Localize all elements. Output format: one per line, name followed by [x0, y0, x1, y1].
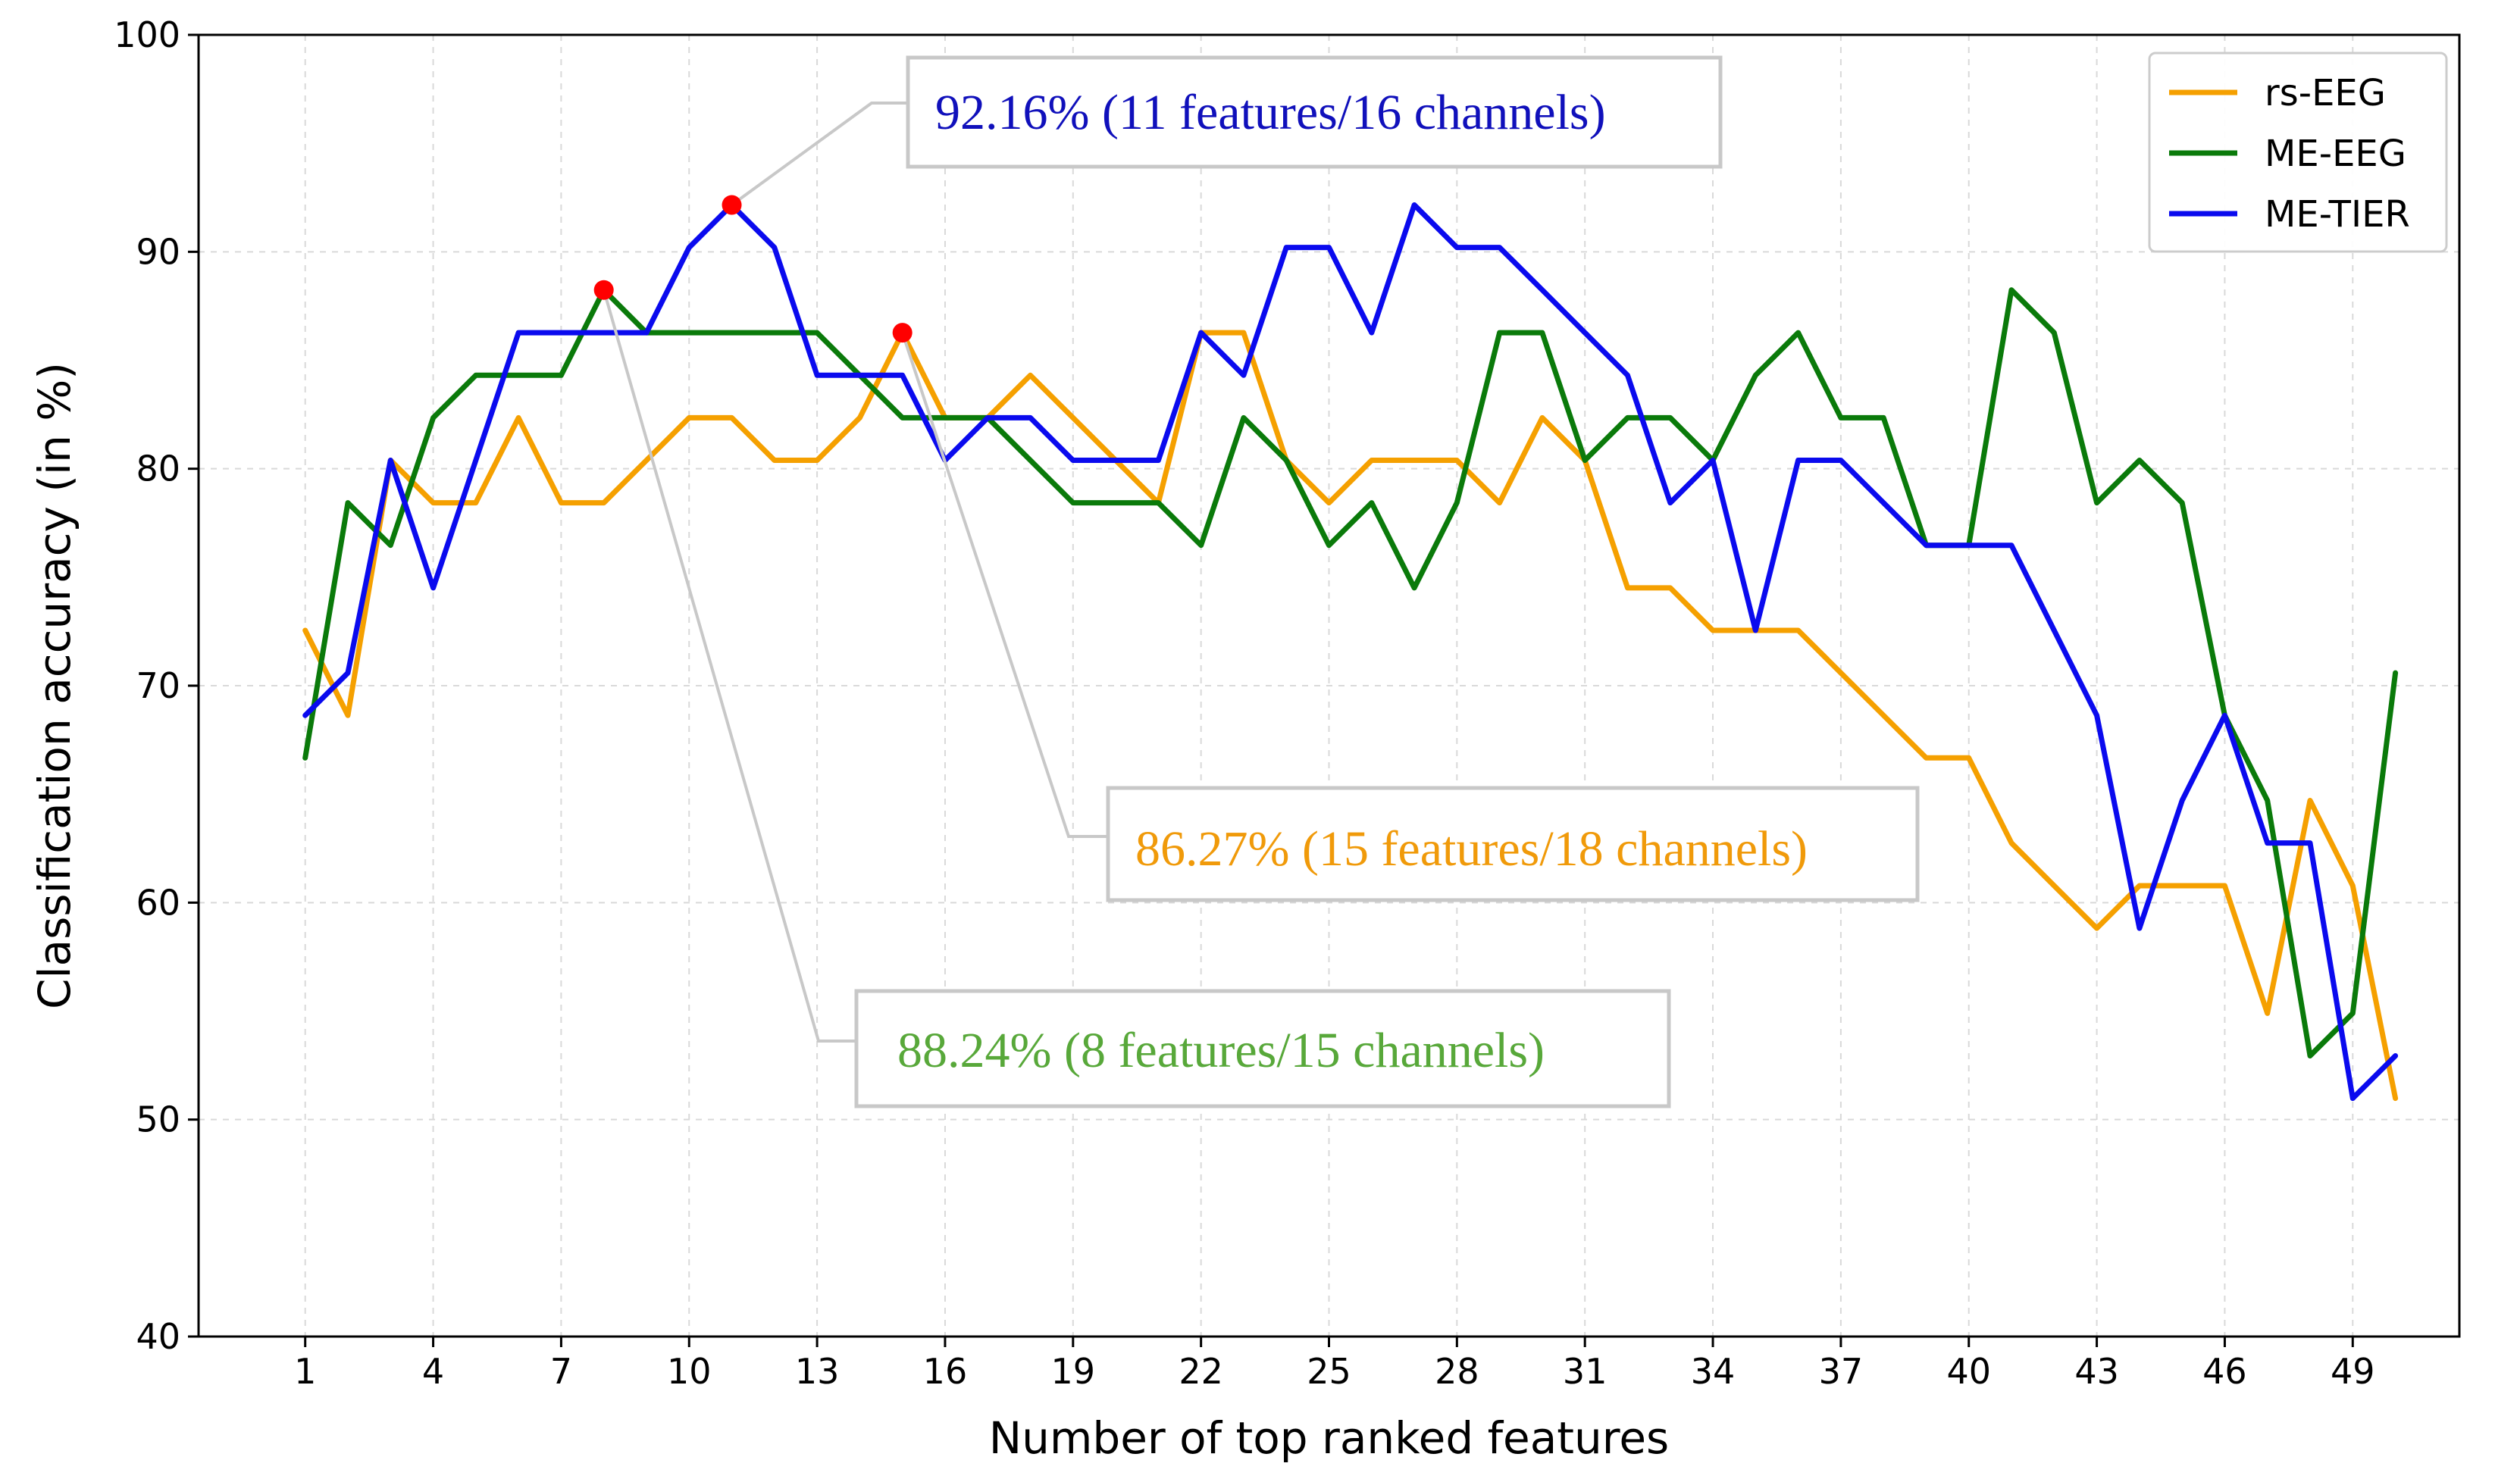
- y-tick-label: 40: [136, 1316, 180, 1357]
- legend-label-me-tier: ME-TIER: [2265, 193, 2410, 236]
- axis-ticks: 1 4 7 10 13 16 19 22 25 28 31 34 37 40 43 46 49 40 50 60 70 8…: [114, 14, 2374, 1392]
- y-tick-label: 70: [136, 665, 180, 706]
- x-tick-label: 22: [1179, 1351, 1223, 1392]
- annotation-label: 86.27% (15 features/18 channels): [1135, 821, 1808, 877]
- x-tick-label: 1: [294, 1351, 316, 1392]
- x-tick-label: 25: [1307, 1351, 1351, 1392]
- annotation-connector: [900, 332, 1108, 838]
- x-tick-label: 4: [422, 1351, 444, 1392]
- x-tick-label: 31: [1563, 1351, 1607, 1392]
- annotation-label: 92.16% (11 features/16 channels): [935, 85, 1606, 140]
- annotations: 92.16% (11 features/16 channels) 86.27% (…: [602, 55, 1920, 1108]
- x-tick-label: 16: [923, 1351, 968, 1392]
- legend-label-me-eeg: ME-EEG: [2265, 133, 2406, 175]
- series-lines: [302, 202, 2399, 1102]
- x-tick-label: 19: [1051, 1351, 1096, 1392]
- x-tick-label: 40: [1946, 1351, 1991, 1392]
- x-tick-label: 37: [1819, 1351, 1864, 1392]
- x-tick-label: 49: [2331, 1351, 2375, 1392]
- annotation-box: [906, 55, 1723, 169]
- y-tick-label: 60: [136, 882, 180, 923]
- y-tick-label: 100: [114, 14, 180, 55]
- x-tick-label: 7: [550, 1351, 572, 1392]
- y-axis-title: Classification accuracy (in %): [29, 362, 80, 1009]
- legend-box: [2148, 52, 2448, 253]
- annotation-connector: [731, 102, 908, 207]
- annotation-box: [1106, 786, 1920, 902]
- y-tick-label: 50: [136, 1099, 180, 1140]
- highlight-points: [593, 195, 913, 343]
- y-tick-label: 90: [136, 231, 180, 272]
- legend: rs-EEG ME-EEG ME-TIER: [2148, 52, 2448, 253]
- annotation-box: [854, 989, 1671, 1108]
- y-tick-label: 80: [136, 449, 180, 489]
- series-line-me-eeg: [302, 287, 2399, 1058]
- x-tick-label: 43: [2074, 1351, 2119, 1392]
- x-tick-label: 13: [795, 1351, 840, 1392]
- annotation-label: 88.24% (8 features/15 channels): [897, 1023, 1545, 1078]
- series-line-rs-eeg: [302, 330, 2399, 1102]
- annotation-connector: [602, 289, 856, 1043]
- x-tick-label: 46: [2202, 1351, 2247, 1392]
- legend-label-rs-eeg: rs-EEG: [2265, 72, 2386, 114]
- x-tick-label: 10: [667, 1351, 712, 1392]
- x-tick-label: 34: [1691, 1351, 1736, 1392]
- highlight-point: [593, 280, 614, 300]
- x-tick-label: 28: [1435, 1351, 1479, 1392]
- highlight-point: [722, 195, 742, 215]
- series-line-me-tier: [302, 202, 2399, 1102]
- x-axis-title: Number of top ranked features: [989, 1412, 1669, 1464]
- highlight-point: [892, 323, 913, 343]
